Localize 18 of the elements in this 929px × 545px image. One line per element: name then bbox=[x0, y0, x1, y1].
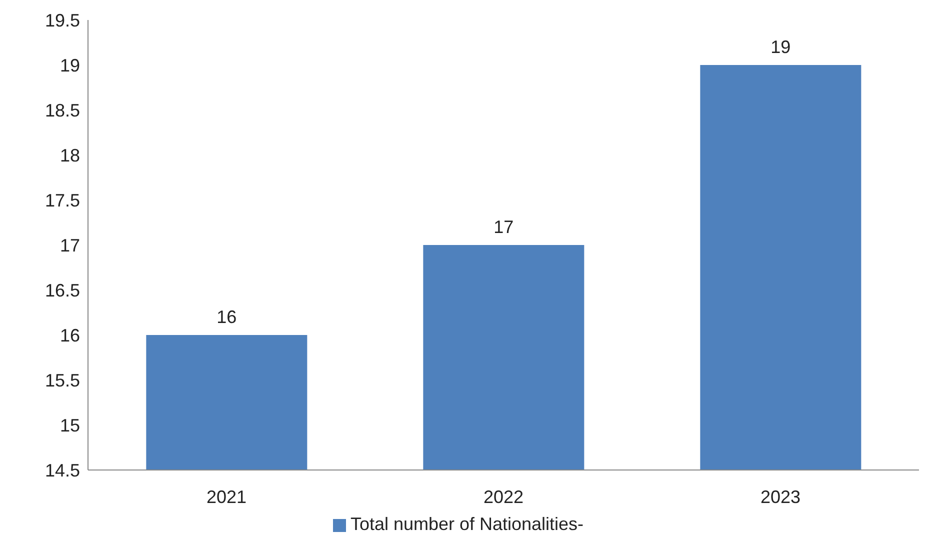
y-tick-label: 17 bbox=[60, 235, 80, 256]
data-label: 17 bbox=[494, 217, 514, 237]
y-tick-label: 16 bbox=[60, 325, 80, 346]
x-tick-label: 2023 bbox=[760, 486, 801, 507]
data-label: 16 bbox=[216, 307, 237, 327]
y-tick-label: 17.5 bbox=[44, 190, 80, 210]
y-tick-label: 19 bbox=[60, 55, 80, 76]
y-tick-label: 19.5 bbox=[44, 10, 80, 30]
y-tick-label: 18 bbox=[60, 145, 80, 166]
y-tick-label: 18.5 bbox=[44, 100, 80, 120]
x-tick-label: 2021 bbox=[206, 486, 247, 507]
y-tick-label: 15 bbox=[60, 415, 80, 436]
legend-label: Total number of Nationalities- bbox=[350, 514, 584, 534]
x-tick-label: 2022 bbox=[483, 486, 524, 507]
y-tick-label: 16.5 bbox=[44, 280, 80, 300]
data-label: 19 bbox=[770, 37, 791, 57]
y-tick-label: 15.5 bbox=[44, 370, 80, 390]
y-tick-label: 14.5 bbox=[44, 460, 80, 480]
